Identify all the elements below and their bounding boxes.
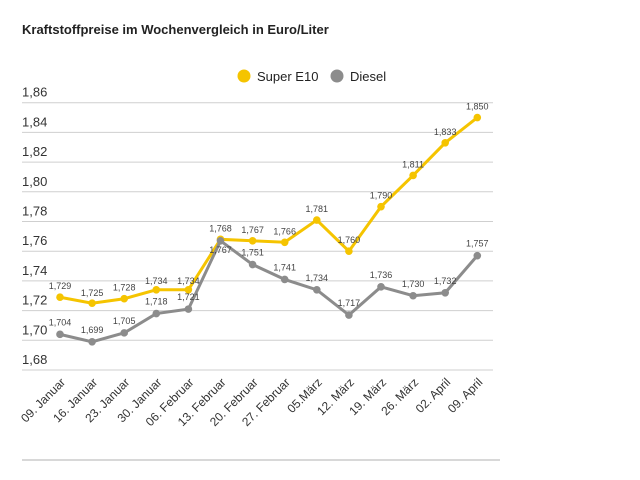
legend-marker-0 <box>237 69 251 83</box>
legend-label: Diesel <box>350 69 386 84</box>
data-point <box>377 283 385 291</box>
data-label: 1,704 <box>49 317 72 327</box>
x-tick-label: 09. April <box>445 375 486 416</box>
data-label: 1,730 <box>402 279 425 289</box>
x-tick-label: 02. April <box>413 375 454 416</box>
data-point <box>280 275 289 284</box>
data-label: 1,767 <box>209 245 232 255</box>
data-point <box>280 238 289 247</box>
data-point <box>152 309 161 318</box>
chart-title: Kraftstoffpreise im Wochenvergleich in E… <box>22 22 329 37</box>
data-point <box>441 288 450 297</box>
data-label: 1,729 <box>49 281 72 291</box>
data-label: 1,736 <box>370 270 393 280</box>
data-point <box>56 330 64 339</box>
data-label: 1,781 <box>306 204 329 214</box>
data-point <box>441 138 450 147</box>
legend-marker-1 <box>330 69 344 83</box>
data-point <box>345 247 353 255</box>
y-tick-label: 1,76 <box>22 233 47 248</box>
data-label: 1,833 <box>434 127 457 137</box>
y-tick-label: 1,70 <box>22 322 47 337</box>
data-label: 1,718 <box>145 297 168 307</box>
data-point <box>377 202 385 211</box>
y-tick-label: 1,74 <box>22 263 47 278</box>
data-point <box>473 113 482 122</box>
data-label: 1,767 <box>241 225 264 235</box>
y-tick-label: 1,78 <box>22 204 47 219</box>
data-point <box>56 293 64 302</box>
data-label: 1,705 <box>113 316 136 326</box>
data-label: 1,725 <box>81 288 104 298</box>
data-label: 1,721 <box>177 292 200 302</box>
data-point <box>313 216 321 224</box>
data-point <box>88 337 96 346</box>
y-tick-label: 1,72 <box>22 293 47 308</box>
series-line-1 <box>59 238 479 344</box>
data-point <box>345 311 353 319</box>
y-tick-label: 1,84 <box>22 114 47 129</box>
legend-label: Super E10 <box>257 69 318 84</box>
data-point <box>152 286 161 294</box>
data-label: 1,734 <box>177 276 200 286</box>
data-point <box>313 286 321 294</box>
data-point <box>409 171 417 180</box>
y-tick-label: 1,68 <box>22 352 47 367</box>
data-point <box>248 260 257 269</box>
data-point <box>473 251 482 260</box>
data-label: 1,741 <box>273 262 296 272</box>
data-point <box>184 305 193 313</box>
data-label: 1,766 <box>273 226 296 236</box>
data-label: 1,751 <box>241 248 264 258</box>
data-point <box>88 299 96 307</box>
y-tick-label: 1,82 <box>22 144 47 159</box>
data-label: 1,757 <box>466 239 489 249</box>
y-tick-label: 1,80 <box>22 174 47 189</box>
data-label: 1,811 <box>402 159 424 169</box>
series-line-0 <box>59 116 479 305</box>
data-point <box>120 294 128 303</box>
data-label: 1,732 <box>434 276 457 286</box>
data-label: 1,768 <box>209 223 232 233</box>
data-point <box>248 237 257 245</box>
y-tick-label: 1,86 <box>22 85 47 100</box>
data-label: 1,734 <box>306 273 329 283</box>
data-label: 1,699 <box>81 325 104 335</box>
data-label: 1,734 <box>145 276 168 286</box>
data-point <box>184 286 193 294</box>
data-point <box>216 237 225 245</box>
data-label: 1,850 <box>466 102 489 112</box>
data-label: 1,790 <box>370 191 393 201</box>
data-point <box>120 329 128 337</box>
data-point <box>409 291 417 300</box>
data-label: 1,760 <box>338 235 361 245</box>
data-label: 1,717 <box>338 298 361 308</box>
data-label: 1,728 <box>113 283 136 293</box>
